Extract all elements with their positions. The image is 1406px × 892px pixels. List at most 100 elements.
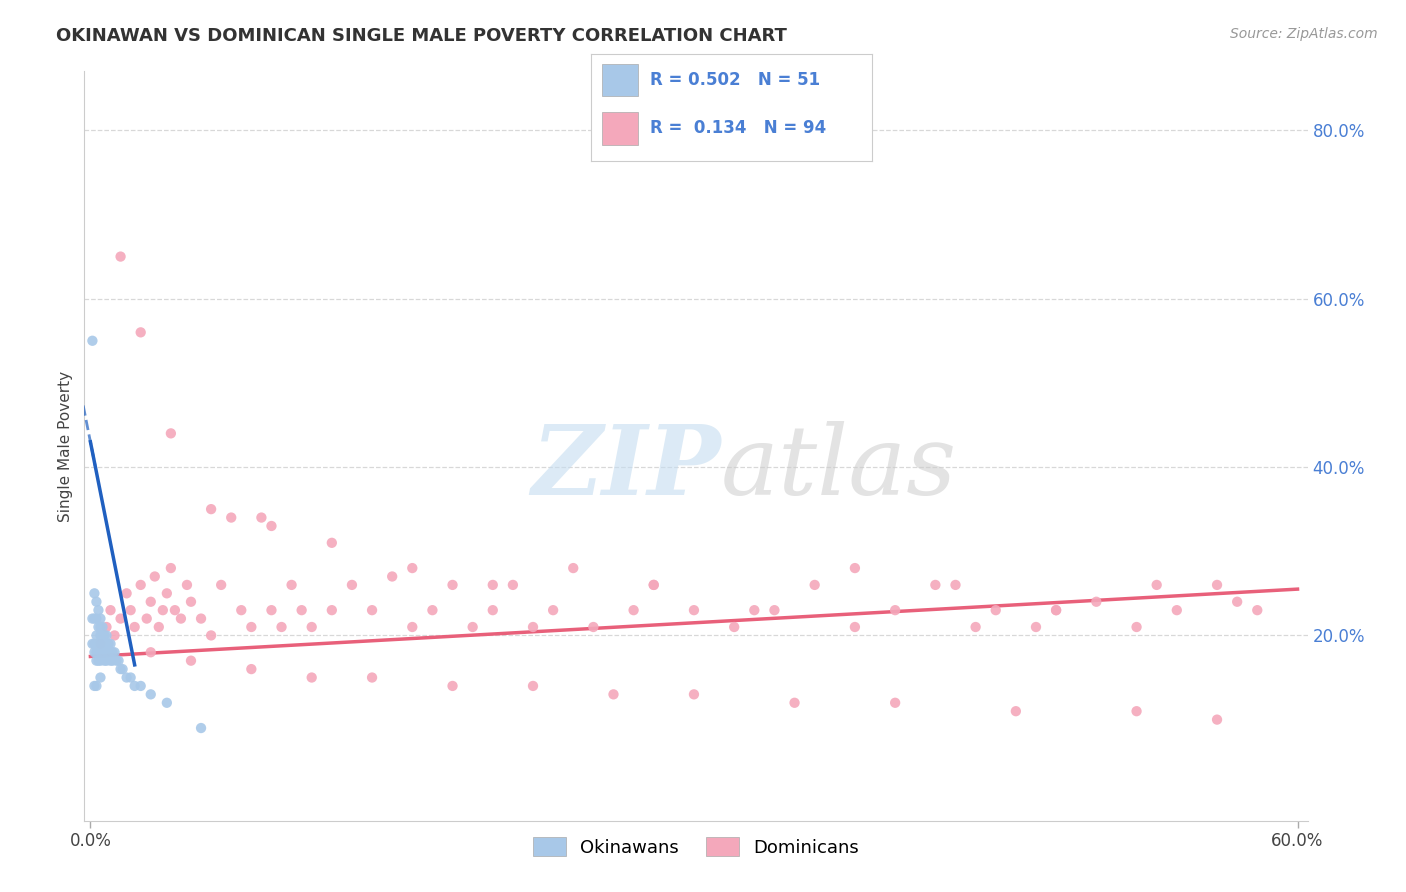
- Point: [160, 426, 183, 441]
- Point: [280, 578, 302, 592]
- Point: [783, 696, 806, 710]
- Point: [190, 721, 212, 735]
- Point: [152, 603, 174, 617]
- Point: [884, 696, 907, 710]
- Point: [683, 687, 706, 701]
- Point: [250, 510, 273, 524]
- Point: [82, 611, 104, 625]
- Text: atlas: atlas: [720, 422, 956, 516]
- Point: [86, 595, 108, 609]
- Point: [723, 620, 745, 634]
- Point: [91, 637, 114, 651]
- Point: [803, 578, 825, 592]
- Text: ZIP: ZIP: [531, 422, 720, 516]
- Point: [522, 620, 544, 634]
- Point: [107, 654, 129, 668]
- Point: [148, 620, 170, 634]
- Point: [422, 603, 444, 617]
- Point: [91, 645, 114, 659]
- Point: [623, 603, 645, 617]
- Point: [683, 603, 706, 617]
- Point: [301, 671, 323, 685]
- Point: [93, 628, 115, 642]
- Point: [103, 628, 125, 642]
- Point: [481, 578, 503, 592]
- Point: [124, 679, 146, 693]
- Text: Source: ZipAtlas.com: Source: ZipAtlas.com: [1230, 27, 1378, 41]
- Point: [96, 645, 118, 659]
- Point: [209, 578, 232, 592]
- Point: [87, 603, 110, 617]
- Point: [139, 687, 162, 701]
- Point: [160, 561, 183, 575]
- Point: [401, 561, 423, 575]
- Point: [1045, 603, 1067, 617]
- Point: [129, 326, 152, 340]
- Point: [321, 603, 343, 617]
- Point: [260, 603, 283, 617]
- Point: [643, 578, 665, 592]
- Point: [441, 679, 464, 693]
- Point: [139, 595, 162, 609]
- Point: [1125, 704, 1147, 718]
- Point: [124, 620, 146, 634]
- Point: [180, 595, 202, 609]
- Y-axis label: Single Male Poverty: Single Male Poverty: [58, 370, 73, 522]
- Point: [89, 637, 111, 651]
- Point: [120, 603, 142, 617]
- Point: [89, 620, 111, 634]
- Text: OKINAWAN VS DOMINICAN SINGLE MALE POVERTY CORRELATION CHART: OKINAWAN VS DOMINICAN SINGLE MALE POVERT…: [56, 27, 787, 45]
- Point: [1146, 578, 1168, 592]
- Point: [1226, 595, 1249, 609]
- Point: [86, 628, 108, 642]
- Point: [101, 645, 124, 659]
- Point: [170, 611, 193, 625]
- Point: [111, 662, 134, 676]
- Point: [1206, 578, 1229, 592]
- Point: [97, 645, 120, 659]
- Legend: Okinawans, Dominicans: Okinawans, Dominicans: [526, 830, 866, 864]
- Point: [96, 628, 118, 642]
- Point: [87, 620, 110, 634]
- Point: [361, 603, 384, 617]
- Point: [643, 578, 665, 592]
- Point: [562, 561, 585, 575]
- Point: [110, 250, 132, 264]
- Point: [260, 519, 283, 533]
- Point: [1085, 595, 1108, 609]
- Point: [163, 603, 186, 617]
- Point: [1166, 603, 1188, 617]
- Point: [321, 536, 343, 550]
- Point: [965, 620, 987, 634]
- Point: [1246, 603, 1268, 617]
- Point: [200, 502, 222, 516]
- Point: [481, 603, 503, 617]
- Point: [83, 679, 105, 693]
- Point: [139, 645, 162, 659]
- Point: [945, 578, 967, 592]
- Point: [884, 603, 907, 617]
- Point: [1005, 704, 1028, 718]
- Point: [89, 671, 111, 685]
- Point: [176, 578, 198, 592]
- Point: [240, 662, 263, 676]
- Point: [1025, 620, 1047, 634]
- Point: [105, 654, 128, 668]
- Point: [93, 654, 115, 668]
- Point: [180, 654, 202, 668]
- Point: [844, 561, 866, 575]
- Point: [763, 603, 786, 617]
- Point: [541, 603, 564, 617]
- Point: [291, 603, 314, 617]
- Point: [110, 662, 132, 676]
- Point: [602, 687, 624, 701]
- Point: [86, 679, 108, 693]
- Point: [89, 611, 111, 625]
- Text: R = 0.502   N = 51: R = 0.502 N = 51: [650, 71, 820, 89]
- Point: [86, 645, 108, 659]
- Point: [156, 696, 179, 710]
- Point: [240, 620, 263, 634]
- Point: [742, 603, 765, 617]
- Point: [129, 578, 152, 592]
- Point: [1045, 603, 1067, 617]
